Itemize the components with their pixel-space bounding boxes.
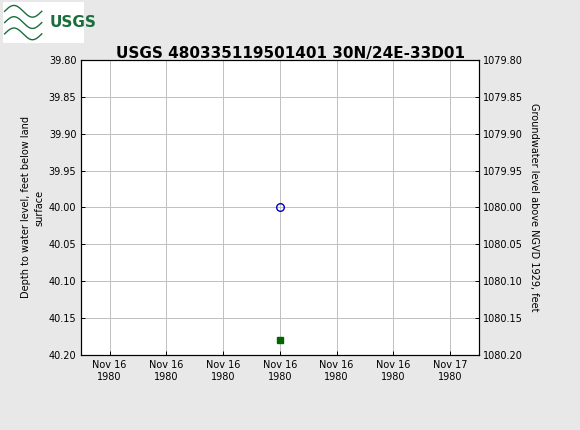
Text: USGS 480335119501401 30N/24E-33D01: USGS 480335119501401 30N/24E-33D01 [115, 46, 465, 61]
Bar [3, 2, 84, 43]
Y-axis label: Groundwater level above NGVD 1929, feet: Groundwater level above NGVD 1929, feet [529, 103, 539, 312]
Y-axis label: Depth to water level, feet below land
surface: Depth to water level, feet below land su… [21, 117, 45, 298]
Text: USGS: USGS [49, 15, 96, 30]
